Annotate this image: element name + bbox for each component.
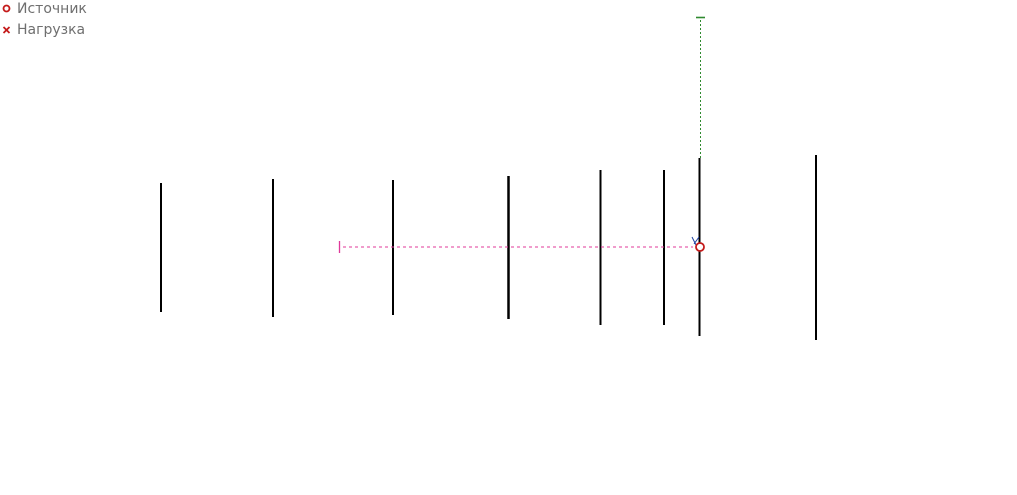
axis-mark-a [691, 236, 697, 246]
source-icon [2, 4, 11, 13]
legend-item-source[interactable]: Источник [0, 0, 87, 21]
load-icon [2, 25, 11, 34]
source-marker[interactable] [695, 242, 705, 252]
legend-load-label: Нагрузка [17, 22, 86, 38]
legend-item-load[interactable]: Нагрузка [0, 21, 87, 42]
axis-mark-b [693, 236, 700, 245]
legend-source-label: Источник [17, 1, 87, 17]
legend: Источник Нагрузка [0, 0, 87, 42]
